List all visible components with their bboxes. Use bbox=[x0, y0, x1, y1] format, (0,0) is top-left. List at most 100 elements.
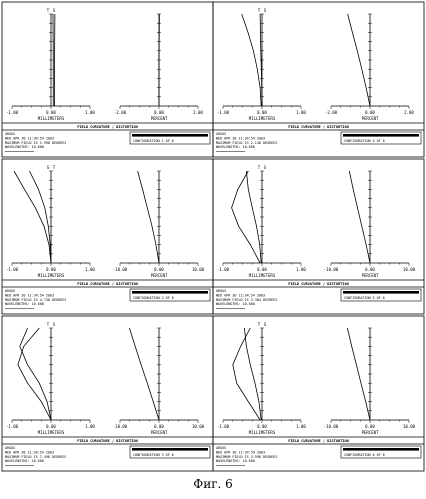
field-curvature-tick-label: -1.00 bbox=[6, 110, 19, 115]
field-curvature-axis-label: MILLIMETERS bbox=[38, 430, 65, 435]
info-line: WAVELENGTHS: 10.600 bbox=[216, 302, 255, 306]
field-curvature-axis-label: MILLIMETERS bbox=[249, 116, 276, 121]
distortion-axis-label: PERCENT bbox=[362, 430, 379, 435]
distortion-tick-label: 0.00 bbox=[365, 110, 375, 115]
field-curvature-axis-label: MILLIMETERS bbox=[249, 273, 276, 278]
distortion-series-distortion bbox=[129, 328, 159, 420]
panel-border bbox=[2, 159, 213, 314]
distortion-tick-label: 10.00 bbox=[192, 424, 205, 429]
info-line: WAVELENGTHS: 10.600 bbox=[5, 459, 44, 463]
info-line: WED APR 30 11:34:54 2003 bbox=[5, 293, 54, 297]
panel-header: FIELD CURVATURE / DISTORTION bbox=[288, 125, 349, 129]
field-curvature-tick-label: 0.00 bbox=[257, 110, 267, 115]
field-curvature-series-t bbox=[14, 171, 51, 263]
distortion-series-distortion bbox=[138, 171, 159, 263]
distortion-tick-label: -10.00 bbox=[113, 424, 128, 429]
field-curvature-series-s bbox=[30, 171, 52, 263]
field-curvature-tick-label: 1.00 bbox=[85, 267, 95, 272]
panel-border bbox=[213, 159, 424, 314]
info-line: WAVELENGTHS: 10.600 bbox=[216, 459, 255, 463]
info-line: WED APR 30 11:34:54 2003 bbox=[216, 450, 265, 454]
field-curvature-marker-label: S bbox=[264, 8, 267, 13]
distortion-tick-label: 0.00 bbox=[365, 267, 375, 272]
distortion-tick-label: 0.00 bbox=[154, 267, 164, 272]
configuration-pattern bbox=[132, 134, 208, 137]
info-line: MAXIMUM FIELD IS 2.148 DEGREES bbox=[216, 141, 277, 145]
distortion-tick-label: 2.00 bbox=[193, 110, 203, 115]
info-line: ARGUS bbox=[5, 132, 15, 136]
configuration-label: CONFIGURATION 5 OF 6 bbox=[344, 296, 385, 300]
field-curvature-marker-label: T bbox=[258, 8, 261, 13]
panel-border bbox=[213, 2, 424, 157]
configuration-pattern bbox=[343, 291, 419, 294]
distortion-axis-label: PERCENT bbox=[151, 116, 168, 121]
field-curvature-marker-label: T bbox=[47, 322, 50, 327]
info-line: WED APR 30 11:34:54 2003 bbox=[216, 293, 265, 297]
distortion-tick-label: -10.00 bbox=[324, 424, 339, 429]
field-curvature-marker-label: T bbox=[53, 165, 56, 170]
configuration-label: CONFIGURATION 3 OF 6 bbox=[133, 453, 174, 457]
distortion-series-distortion bbox=[348, 14, 370, 106]
field-curvature-tick-label: -1.00 bbox=[217, 267, 230, 272]
field-curvature-series-s bbox=[20, 328, 51, 420]
distortion-tick-label: -2.00 bbox=[325, 110, 338, 115]
info-line: ARGUS bbox=[5, 446, 15, 450]
panel-border bbox=[2, 2, 213, 157]
info-line: WED APR 30 11:34:54 2003 bbox=[5, 450, 54, 454]
panel-header: FIELD CURVATURE / DISTORTION bbox=[77, 282, 138, 286]
panel-header: FIELD CURVATURE / DISTORTION bbox=[77, 125, 138, 129]
configuration-label: CONFIGURATION 2 OF 6 bbox=[133, 296, 174, 300]
field-curvature-tick-label: 1.00 bbox=[296, 110, 306, 115]
panel-header: FIELD CURVATURE / DISTORTION bbox=[288, 439, 349, 443]
configuration-pattern bbox=[132, 448, 208, 451]
configuration-label: CONFIGURATION 4 OF 6 bbox=[344, 139, 385, 143]
info-line: MAXIMUM FIELD IS 1.998 DEGREES bbox=[5, 141, 66, 145]
panel-border bbox=[2, 316, 213, 471]
field-curvature-tick-label: -1.00 bbox=[217, 110, 230, 115]
configuration-label: CONFIGURATION 6 OF 6 bbox=[344, 453, 385, 457]
panel-header: FIELD CURVATURE / DISTORTION bbox=[77, 439, 138, 443]
field-curvature-axis-label: MILLIMETERS bbox=[249, 430, 276, 435]
panel-config-2: -1.000.001.00MILLIMETERSTS-2.000.002.00P… bbox=[213, 2, 424, 157]
field-curvature-marker-label: S bbox=[264, 165, 267, 170]
info-line: WAVELENGTHS: 10.600 bbox=[216, 145, 255, 149]
distortion-tick-label: 10.00 bbox=[403, 424, 416, 429]
field-curvature-marker-label: T bbox=[258, 165, 261, 170]
field-curvature-series-s bbox=[246, 171, 261, 263]
panel-config-6: -1.000.001.00MILLIMETERSTS-10.000.0010.0… bbox=[213, 316, 424, 471]
figure-caption: Фиг. 6 bbox=[0, 477, 426, 491]
field-curvature-marker-label: S bbox=[53, 8, 56, 13]
field-curvature-tick-label: 0.00 bbox=[46, 267, 56, 272]
field-curvature-series-t bbox=[233, 328, 260, 420]
configuration-pattern bbox=[343, 448, 419, 451]
info-line: WED APR 30 11:34:54 2003 bbox=[216, 136, 265, 140]
info-line: ARGUS bbox=[216, 132, 226, 136]
distortion-tick-label: -2.00 bbox=[114, 110, 127, 115]
panel-header: FIELD CURVATURE / DISTORTION bbox=[288, 282, 349, 286]
field-curvature-series-t bbox=[242, 14, 262, 106]
field-curvature-tick-label: 1.00 bbox=[85, 424, 95, 429]
field-curvature-tick-label: 0.00 bbox=[257, 424, 267, 429]
field-curvature-tick-label: -1.00 bbox=[6, 267, 19, 272]
field-curvature-tick-label: 1.00 bbox=[296, 267, 306, 272]
field-curvature-tick-label: 0.00 bbox=[46, 110, 56, 115]
panel-config-5: -1.000.001.00MILLIMETERSTS-10.000.0010.0… bbox=[2, 316, 213, 471]
field-curvature-series-s bbox=[244, 328, 261, 420]
distortion-series-distortion bbox=[349, 171, 370, 263]
info-line: ARGUS bbox=[216, 289, 226, 293]
info-line: MAXIMUM FIELD IS 3.998 DEGREES bbox=[216, 455, 277, 459]
distortion-tick-label: 10.00 bbox=[192, 267, 205, 272]
field-curvature-axis-label: MILLIMETERS bbox=[38, 116, 65, 121]
field-curvature-tick-label: 1.00 bbox=[85, 110, 95, 115]
distortion-axis-label: PERCENT bbox=[151, 430, 168, 435]
field-curvature-series-t bbox=[232, 171, 261, 263]
field-curvature-marker-label: S bbox=[47, 165, 50, 170]
distortion-tick-label: -10.00 bbox=[324, 267, 339, 272]
info-line: WAVELENGTHS: 10.600 bbox=[5, 302, 44, 306]
field-curvature-tick-label: 0.00 bbox=[257, 267, 267, 272]
configuration-pattern bbox=[132, 291, 208, 294]
field-curvature-tick-label: -1.00 bbox=[6, 424, 19, 429]
info-line: ARGUS bbox=[5, 289, 15, 293]
panel-config-3: -1.000.001.00MILLIMETERSST-10.000.0010.0… bbox=[2, 159, 213, 314]
